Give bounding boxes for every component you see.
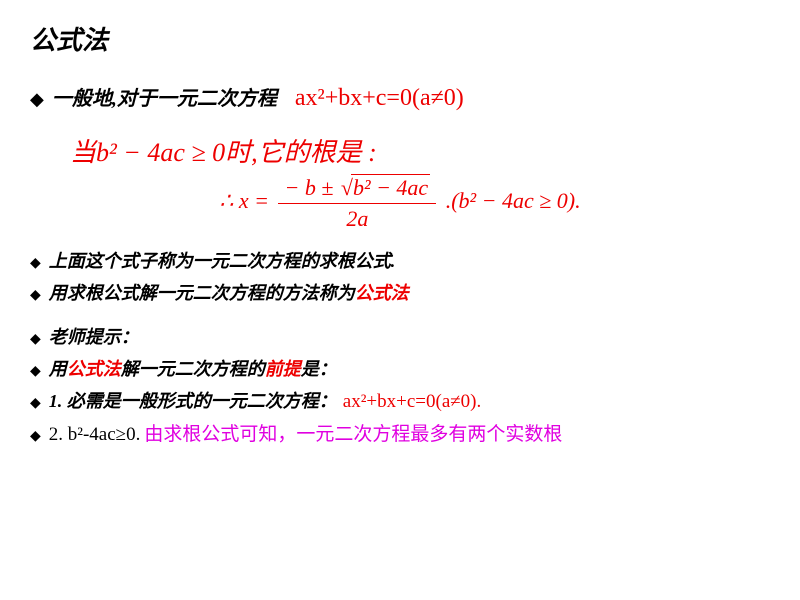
note-formula-name: ◆ 上面这个式子称为一元二次方程的求根公式.	[30, 247, 770, 273]
discriminant-condition: 当b² − 4ac ≥ 0时,它的根是 :	[70, 132, 770, 169]
condition-2: ◆ 2. b²-4ac≥0. 由求根公式可知，一元二次方程最多有两个实数根	[30, 419, 770, 446]
bullet-icon: ◆	[30, 427, 41, 444]
cond2-formula: 2. b²-4ac≥0.	[49, 424, 141, 446]
premise-d: 前提	[265, 355, 301, 381]
bullet-icon: ◆	[30, 254, 41, 271]
teacher-hint: ◆ 老师提示：	[30, 323, 770, 349]
formula-denominator: 2a	[278, 204, 436, 232]
condition-1: ◆ 1. 必需是一般形式的一元二次方程： ax²+bx+c=0(a≠0).	[30, 387, 770, 413]
cond1-text: 1. 必需是一般形式的一元二次方程：	[49, 387, 337, 413]
bullet-icon: ◆	[30, 89, 44, 110]
formula-fraction: − b ± b² − 4ac 2a	[278, 174, 436, 232]
formula-prefix: ∴ x =	[219, 188, 269, 213]
note-text-b: 公式法	[355, 279, 409, 305]
premise-b: 公式法	[67, 355, 121, 381]
hint-label: 老师提示：	[49, 323, 139, 349]
bullet-icon: ◆	[30, 362, 41, 379]
note-text-a: 用求根公式解一元二次方程的方法称为	[49, 279, 355, 305]
cond2-note: 由求根公式可知，一元二次方程最多有两个实数根	[144, 419, 562, 446]
equation-general: ax²+bx+c=0(a≠0)	[295, 85, 464, 112]
intro-line: ◆ 一般地,对于一元二次方程 ax²+bx+c=0(a≠0)	[30, 82, 770, 112]
sqrt-icon: b² − 4ac	[339, 174, 430, 201]
bullet-icon: ◆	[30, 286, 41, 303]
cond1-formula: ax²+bx+c=0(a≠0).	[343, 391, 481, 413]
premise-e: 是：	[301, 355, 337, 381]
premise-a: 用	[49, 355, 67, 381]
sqrt-body: b² − 4ac	[351, 174, 430, 201]
formula-suffix: .(b² − 4ac ≥ 0).	[446, 188, 581, 213]
num-part-a: − b ±	[284, 175, 333, 200]
note-method-name: ◆ 用求根公式解一元二次方程的方法称为公式法	[30, 279, 770, 305]
premise-line: ◆ 用公式法解一元二次方程的前提是：	[30, 355, 770, 381]
formula-numerator: − b ± b² − 4ac	[278, 174, 436, 204]
bullet-icon: ◆	[30, 394, 41, 411]
main-title: 公式法	[30, 20, 770, 57]
quadratic-formula: ∴ x = − b ± b² − 4ac 2a .(b² − 4ac ≥ 0).	[30, 174, 770, 232]
note-text: 上面这个式子称为一元二次方程的求根公式.	[49, 247, 396, 273]
intro-text: 一般地,对于一元二次方程	[52, 82, 277, 111]
bullet-icon: ◆	[30, 330, 41, 347]
premise-c: 解一元二次方程的	[121, 355, 265, 381]
